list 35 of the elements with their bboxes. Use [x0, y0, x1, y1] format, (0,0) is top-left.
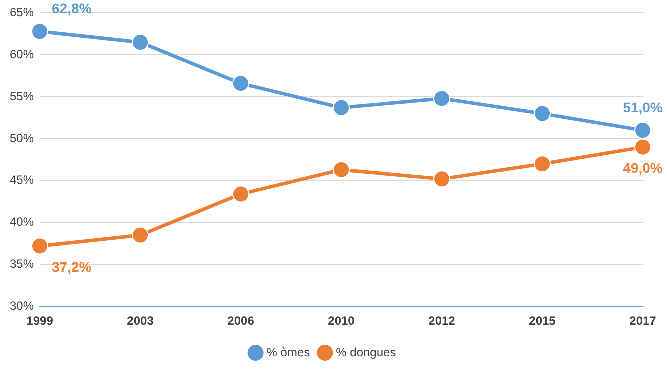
y-tick-label: 35%: [10, 257, 34, 271]
y-tick-label: 55%: [10, 89, 34, 104]
legend-label: % òmes: [266, 345, 310, 360]
x-tick-label: 2012: [428, 314, 456, 328]
point: [232, 75, 250, 92]
y-tick-label: 45%: [10, 173, 34, 188]
point: [232, 186, 250, 203]
x-tick-label: 2015: [529, 314, 556, 328]
legend-label: % dongues: [336, 345, 396, 360]
point: [333, 99, 350, 116]
point: [534, 156, 552, 173]
point: [634, 122, 652, 140]
point: [434, 90, 451, 108]
point: [333, 161, 350, 178]
y-tick-label: 60%: [10, 47, 34, 62]
point: [32, 23, 49, 40]
point: [534, 105, 552, 122]
data-label: 49,0%: [623, 160, 664, 176]
x-tick-label: 1999: [26, 314, 54, 328]
y-tick-label: 65%: [10, 6, 34, 20]
point: [132, 226, 150, 244]
x-tick-label: 2003: [127, 314, 154, 328]
data-label: 51,0%: [623, 99, 664, 116]
y-tick-label: 30%: [10, 298, 34, 313]
x-tick-label: 2010: [328, 314, 356, 328]
point: [132, 34, 150, 52]
y-tick-label: 50%: [10, 131, 34, 146]
point: [634, 138, 652, 156]
data-label: 62,8%: [52, 0, 92, 16]
x-tick-label: 2006: [228, 314, 255, 328]
x-tick-label: 2017: [630, 314, 657, 328]
point: [32, 238, 49, 255]
data-label: 37,2%: [52, 259, 92, 276]
point: [434, 170, 451, 188]
y-tick-label: 40%: [10, 215, 34, 230]
